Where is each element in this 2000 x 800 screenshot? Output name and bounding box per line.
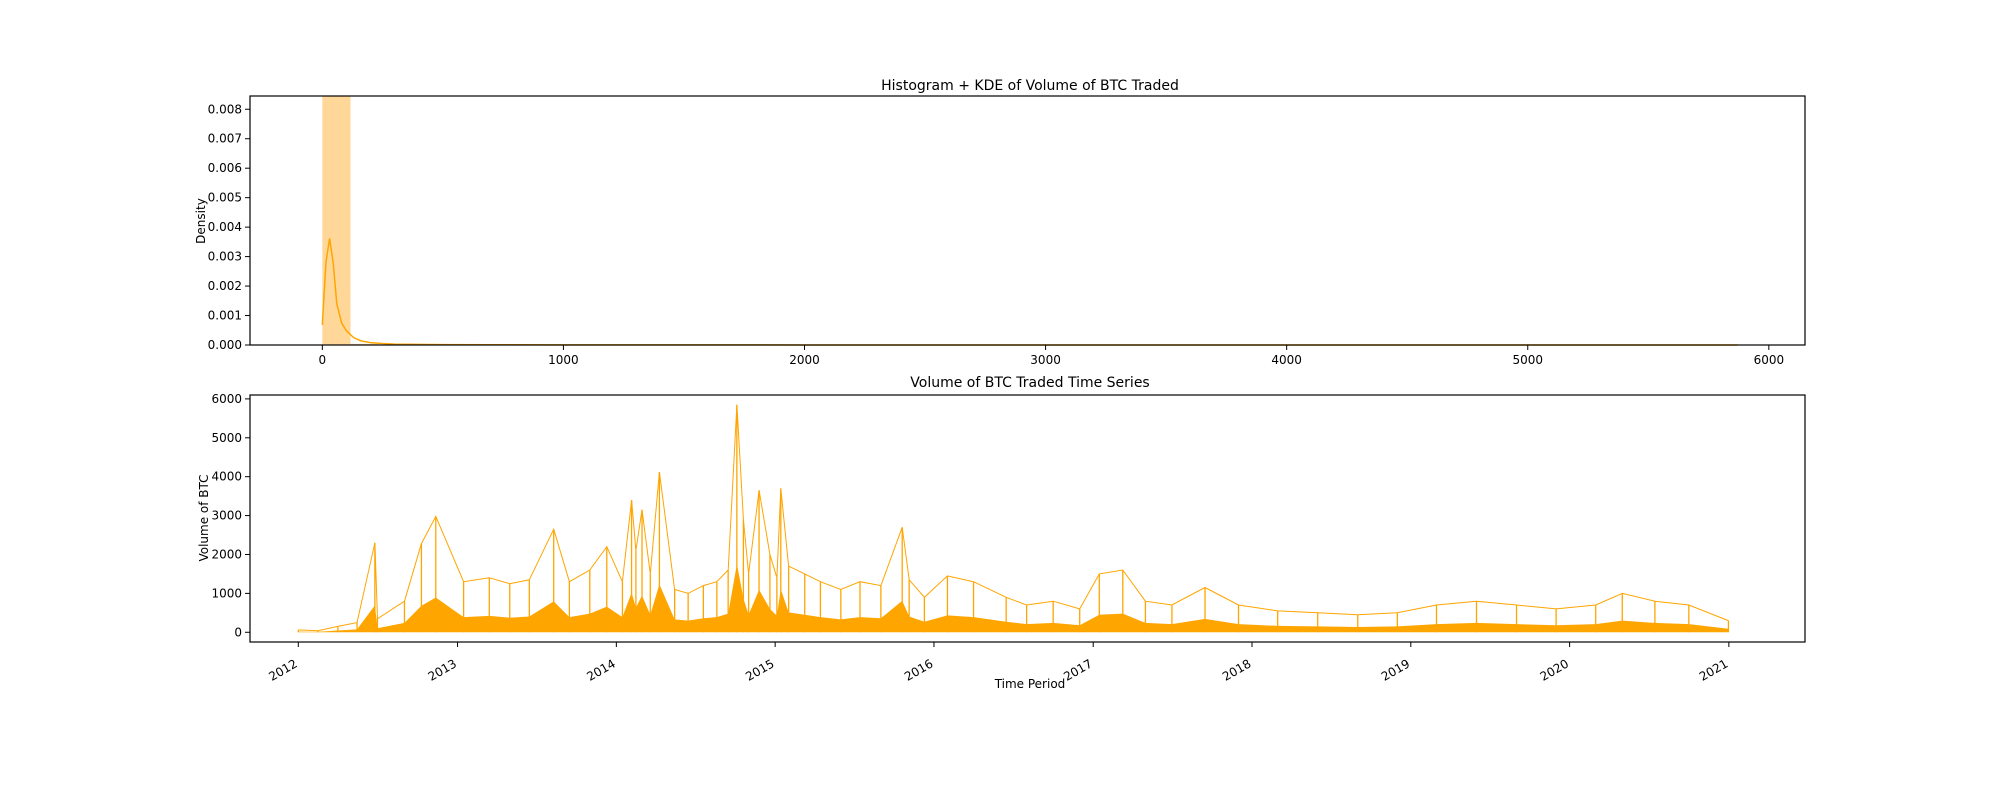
- x-tick-label: 0: [319, 353, 327, 367]
- y-tick-label: 3000: [211, 509, 242, 523]
- timeseries-y-axis-label: Volume of BTC: [197, 474, 211, 561]
- histogram-bar: [322, 96, 351, 345]
- y-tick-label: 0.001: [208, 309, 242, 323]
- x-tick-label: 2021: [1697, 656, 1730, 683]
- histogram-plot-area: [321, 96, 1738, 346]
- y-tick-label: 0.007: [208, 132, 242, 146]
- x-tick-label: 2017: [1061, 656, 1094, 683]
- timeseries-x-axis-label: Time Period: [994, 677, 1066, 691]
- x-tick-label: 2019: [1379, 656, 1412, 683]
- histogram-y-axis-label: Density: [194, 198, 208, 244]
- x-tick-label: 5000: [1512, 353, 1543, 367]
- x-tick-label: 4000: [1271, 353, 1302, 367]
- timeseries-title: Volume of BTC Traded Time Series: [910, 375, 1149, 391]
- y-tick-label: 0.004: [208, 220, 242, 234]
- y-tick-label: 0.006: [208, 161, 242, 175]
- x-tick-label: 2000: [789, 353, 820, 367]
- kde-curve: [321, 238, 1738, 346]
- x-tick-label: 2020: [1538, 656, 1571, 683]
- x-tick-label: 2018: [1220, 656, 1253, 683]
- volume-series-line: [298, 404, 1729, 632]
- x-tick-label: 2012: [266, 656, 299, 683]
- y-tick-label: 4000: [211, 470, 242, 484]
- histogram-y-ticks: 0.000 0.001 0.002 0.003 0.004 0.005 0.006 0.007…: [208, 102, 250, 352]
- histogram-plot-frame: [249, 95, 1806, 346]
- y-tick-label: 0.003: [208, 250, 242, 264]
- y-tick-label: 0: [234, 625, 242, 639]
- volume-envelope: [298, 564, 1729, 633]
- x-tick-label: 3000: [1030, 353, 1061, 367]
- x-tick-label: 2014: [584, 656, 617, 683]
- timeseries-panel: Volume of BTC Traded Time Series Volume …: [197, 375, 1806, 691]
- x-tick-label: 2016: [902, 656, 935, 683]
- x-tick-label: 2013: [426, 656, 459, 683]
- y-tick-label: 1000: [211, 586, 242, 600]
- y-tick-label: 0.008: [208, 102, 242, 116]
- y-tick-label: 6000: [211, 392, 242, 406]
- x-tick-label: 2015: [743, 656, 776, 683]
- timeseries-plot-area: [297, 404, 1730, 633]
- histogram-title: Histogram + KDE of Volume of BTC Traded: [881, 78, 1179, 94]
- x-tick-label: 6000: [1754, 353, 1785, 367]
- y-tick-label: 2000: [211, 547, 242, 561]
- histogram-panel: Histogram + KDE of Volume of BTC Traded …: [194, 78, 1806, 367]
- timeseries-y-ticks: 0 1000 2000 3000 4000 5000 6000: [211, 392, 250, 639]
- y-tick-label: 0.005: [208, 191, 242, 205]
- y-tick-label: 5000: [211, 431, 242, 445]
- y-tick-label: 0.002: [208, 279, 242, 293]
- x-tick-label: 1000: [548, 353, 579, 367]
- y-tick-label: 0.000: [208, 338, 242, 352]
- histogram-x-ticks: 0 1000 2000 3000 4000 5000 6000: [319, 345, 1785, 367]
- timeseries-plot-frame: [249, 394, 1806, 643]
